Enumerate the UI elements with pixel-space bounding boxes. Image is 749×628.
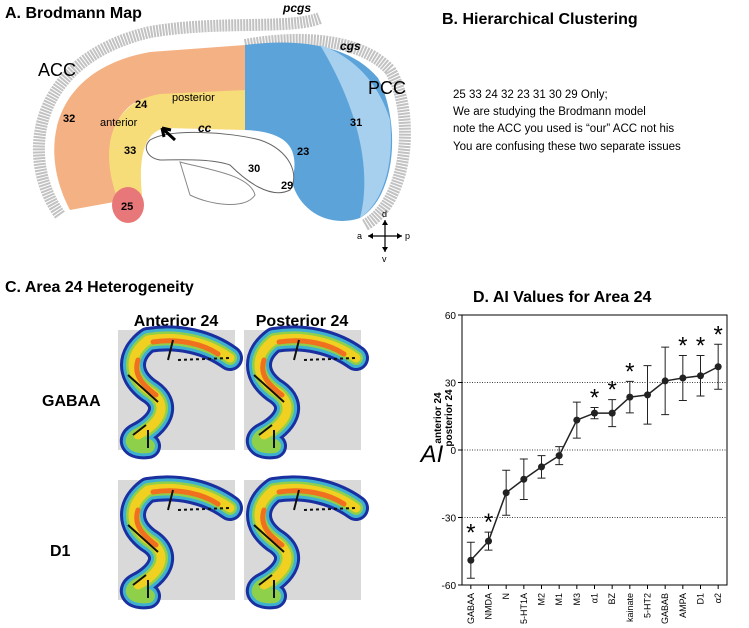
- label: 25: [121, 201, 133, 213]
- x-tick-label: α1: [590, 593, 600, 603]
- label: 32: [63, 113, 75, 125]
- x-tick-label: D1: [696, 593, 706, 605]
- data-point: [520, 475, 528, 483]
- label: PCC: [368, 78, 406, 98]
- significance-marker: *: [625, 358, 634, 385]
- label: 23: [297, 146, 309, 158]
- x-tick-label: NMDA: [484, 593, 494, 620]
- autoradiograph: [118, 480, 235, 600]
- row-label: D1: [50, 543, 71, 560]
- label: 31: [350, 117, 362, 129]
- x-tick-label: GABAB: [660, 593, 670, 624]
- label: cc: [198, 121, 212, 135]
- data-point: [626, 393, 634, 401]
- note-line: You are confusing these two separate iss…: [453, 141, 681, 153]
- significance-marker: *: [590, 384, 599, 411]
- autoradiograph: [118, 330, 235, 450]
- significance-marker: *: [696, 333, 705, 360]
- significance-marker: *: [713, 321, 722, 348]
- significance-marker: *: [484, 509, 493, 536]
- y-axis-label: AI: [419, 441, 444, 468]
- significance-marker: *: [466, 519, 475, 546]
- data-point: [644, 391, 651, 399]
- column-label: Posterior 24: [256, 313, 349, 330]
- note-line: note the ACC you used is “our” ACC not h…: [453, 123, 674, 135]
- chart-title: D. AI Values for Area 24: [473, 289, 652, 306]
- chart: -60 -30 0 30 60 * GABAA * NMDA N 5-HT1A M2 M1 M3 * α1 * B…: [442, 311, 728, 624]
- label: a: [357, 231, 362, 241]
- x-tick-label: GABAA: [466, 593, 476, 624]
- panel-title: C. Area 24 Heterogeneity: [5, 279, 194, 296]
- x-tick-label: AMPA: [678, 593, 688, 618]
- x-tick-label: α2: [713, 593, 723, 603]
- panel-title: A. Brodmann Map: [5, 5, 142, 22]
- significance-marker: *: [678, 333, 687, 360]
- data-point: [714, 363, 722, 371]
- label: 24: [135, 99, 148, 111]
- label: p: [405, 231, 410, 241]
- data-point: [538, 463, 545, 471]
- panel-title: B. Hierarchical Clustering: [442, 11, 638, 28]
- note-line: We are studying the Brodmann model: [453, 106, 646, 118]
- x-tick-label: kainate: [625, 593, 635, 622]
- label: pcgs: [282, 1, 311, 15]
- y-tick-label: 0: [450, 446, 456, 457]
- data-point: [467, 556, 475, 564]
- data-point: [591, 409, 598, 417]
- y-tick-label: 30: [445, 379, 457, 390]
- y-axis-label-numerator: anterior 24: [433, 392, 444, 444]
- y-axis-label-denominator: posterior 24: [444, 389, 455, 447]
- label: d: [382, 209, 387, 219]
- data-point: [555, 452, 563, 460]
- y-tick-label: 60: [445, 311, 457, 322]
- x-tick-label: BZ: [607, 593, 617, 605]
- column-label: Anterior 24: [134, 313, 219, 330]
- data-point: [697, 372, 704, 380]
- label: anterior: [100, 117, 138, 129]
- data-point: [661, 377, 669, 385]
- label: 30: [248, 163, 260, 175]
- x-tick-label: M2: [537, 593, 547, 606]
- data-point: [485, 537, 492, 545]
- label: cgs: [340, 39, 361, 53]
- label: ACC: [38, 60, 76, 80]
- significance-marker: *: [607, 377, 616, 404]
- x-tick-label: 5-HT1A: [519, 593, 529, 624]
- x-tick-label: M1: [554, 593, 564, 606]
- y-tick-label: -60: [442, 581, 457, 592]
- autoradiograph: [244, 480, 361, 600]
- autoradiograph: [244, 330, 361, 450]
- y-tick-label: -30: [442, 514, 457, 525]
- label: 29: [281, 180, 293, 192]
- row-label: GABAA: [42, 393, 101, 410]
- data-point: [608, 409, 616, 417]
- note-line: 25 33 24 32 23 31 30 29 Only;: [453, 89, 608, 101]
- data-point: [502, 489, 510, 497]
- brodmann-map: [32, 12, 411, 252]
- label: posterior: [172, 92, 215, 104]
- data-point: [573, 416, 581, 424]
- x-tick-label: M3: [572, 593, 582, 606]
- data-point: [679, 374, 687, 382]
- label: v: [382, 254, 387, 264]
- x-tick-label: N: [501, 593, 511, 600]
- label: 33: [124, 145, 136, 157]
- x-tick-label: 5-HT2: [643, 593, 653, 618]
